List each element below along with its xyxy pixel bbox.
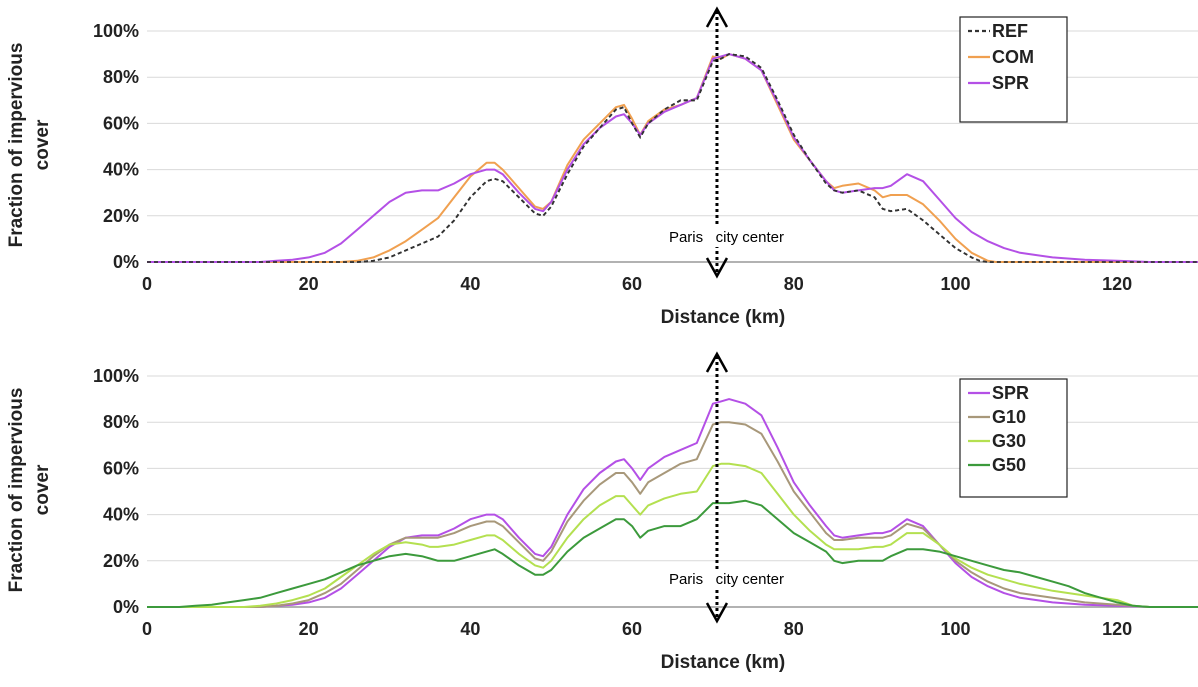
x-axis-title: Distance (km) — [661, 652, 786, 673]
y-axis-title-line2: cover — [32, 119, 53, 170]
y-tick-label: 80% — [103, 412, 139, 432]
x-tick-label: 120 — [1102, 619, 1132, 639]
legend-label-g50: G50 — [992, 455, 1026, 475]
x-tick-label: 60 — [622, 274, 642, 294]
chart-panel-1: 0% 20% 40% 60% 80% 100% 0 20 40 60 80 100 120 Distanc… — [6, 6, 1198, 328]
x-tick-label: 120 — [1102, 274, 1132, 294]
y-axis-title-line1: Fraction of impervious — [6, 43, 27, 248]
y-tick-label: 0% — [113, 252, 139, 272]
arrow-up-icon — [705, 6, 729, 28]
series-line-ref-overlay — [147, 53, 1198, 263]
y-tick-label: 0% — [113, 597, 139, 617]
x-axis-title: Distance (km) — [661, 307, 786, 328]
legend-box — [959, 378, 1068, 498]
legend-label-com: COM — [992, 47, 1034, 67]
arrow-down-icon — [705, 257, 729, 279]
x-tick-label: 20 — [299, 274, 319, 294]
x-tick-label: 40 — [460, 619, 480, 639]
x-tick-label: 100 — [940, 274, 970, 294]
series-line-g50 — [147, 499, 1198, 608]
y-tick-label: 20% — [103, 206, 139, 226]
legend: REF COM SPR — [959, 16, 1068, 123]
x-tick-label: 80 — [784, 274, 804, 294]
y-tick-label: 80% — [103, 67, 139, 87]
y-tick-label: 20% — [103, 551, 139, 571]
x-tick-label: 40 — [460, 274, 480, 294]
legend-label-spr: SPR — [992, 73, 1029, 93]
legend-label-spr: SPR — [992, 383, 1029, 403]
arrow-down-icon — [705, 602, 729, 624]
x-tick-label: 60 — [622, 619, 642, 639]
x-tick-label: 20 — [299, 619, 319, 639]
chart-panel-2: 0% 20% 40% 60% 80% 100% 0 20 40 60 80 100 120 Distanc… — [6, 351, 1198, 673]
arrow-up-icon — [705, 351, 729, 373]
x-tick-label: 100 — [940, 619, 970, 639]
y-tick-label: 60% — [103, 458, 139, 478]
y-axis-title: Fraction of impervious cover — [6, 43, 53, 248]
legend-label-ref: REF — [992, 21, 1028, 41]
y-tick-label: 60% — [103, 113, 139, 133]
city-center-annotation: Paris city center — [669, 229, 784, 246]
y-axis-title-line1: Fraction of impervious — [6, 388, 27, 593]
series-line-g30 — [147, 462, 1198, 608]
annotation-bg — [664, 569, 813, 589]
y-tick-label: 40% — [103, 505, 139, 525]
annotation-bg — [664, 227, 813, 247]
legend-label-g10: G10 — [992, 407, 1026, 427]
x-tick-label: 0 — [142, 274, 152, 294]
legend-label-g30: G30 — [992, 431, 1026, 451]
city-center-annotation: Paris city center — [669, 571, 784, 588]
x-tick-label: 80 — [784, 619, 804, 639]
legend: SPR G10 G30 G50 — [959, 378, 1068, 498]
y-tick-label: 100% — [93, 21, 139, 41]
x-tick-label: 0 — [142, 619, 152, 639]
legend-box — [959, 16, 1068, 123]
y-axis-title-line2: cover — [32, 464, 53, 515]
y-axis-title: Fraction of impervious cover — [6, 388, 53, 593]
y-tick-label: 100% — [93, 366, 139, 386]
y-tick-label: 40% — [103, 160, 139, 180]
series-line-com — [147, 53, 1198, 263]
